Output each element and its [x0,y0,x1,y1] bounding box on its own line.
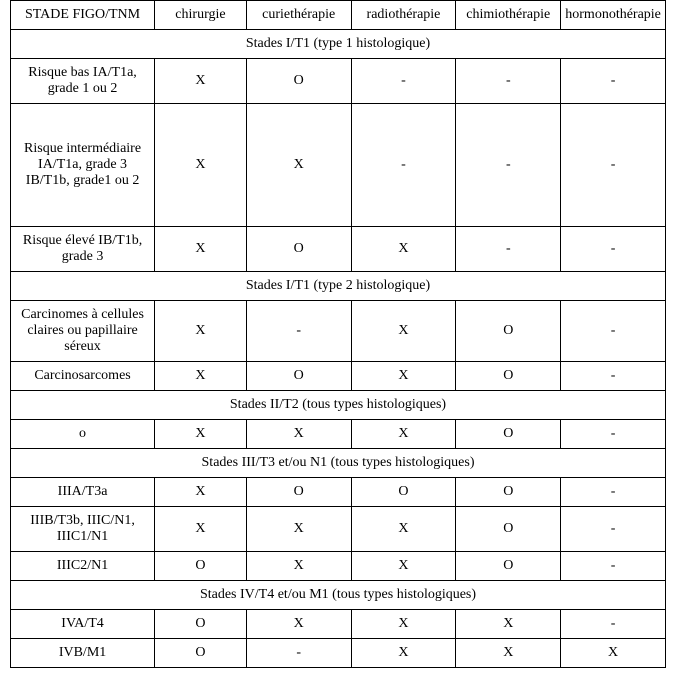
section-title: Stades III/T3 et/ou N1 (tous types histo… [11,449,666,478]
cell: O [456,552,561,581]
cell: - [456,59,561,104]
cell: - [456,227,561,272]
cell: - [561,301,666,362]
cell: O [246,478,351,507]
cell: X [351,227,456,272]
cell: - [351,104,456,227]
cell: X [351,552,456,581]
col-header-chirurgie: chirurgie [155,1,247,30]
row-label: Risque intermédiaire IA/T1a, grade 3 IB/… [11,104,155,227]
cell: X [246,610,351,639]
cell: X [456,639,561,668]
cell: O [155,552,247,581]
page: STADE FIGO/TNM chirurgie curiethérapie r… [0,0,676,697]
cell: X [246,552,351,581]
section-title: Stades IV/T4 et/ou M1 (tous types histol… [11,581,666,610]
cell: - [561,610,666,639]
cell: - [561,362,666,391]
col-header-hormonotherapie: hormonothérapie [561,1,666,30]
row-label: Risque bas IA/T1a, grade 1 ou 2 [11,59,155,104]
cell: - [456,104,561,227]
cell: X [351,362,456,391]
cell: O [456,507,561,552]
cell: X [155,227,247,272]
row-label: IVB/M1 [11,639,155,668]
cell: O [456,362,561,391]
section-row: Stades IV/T4 et/ou M1 (tous types histol… [11,581,666,610]
col-header-chimiotherapie: chimiothérapie [456,1,561,30]
cell: X [351,507,456,552]
cell: X [155,59,247,104]
section-title: Stades I/T1 (type 1 histologique) [11,30,666,59]
cell: X [351,610,456,639]
cell: O [155,610,247,639]
cell: O [456,301,561,362]
table-row: IVB/M1 O - X X X [11,639,666,668]
cell: X [351,639,456,668]
cell: - [561,59,666,104]
table-row: IIIB/T3b, IIIC/N1, IIIC1/N1 X X X O - [11,507,666,552]
row-label: o [11,420,155,449]
table-row: Risque élevé IB/T1b, grade 3 X O X - - [11,227,666,272]
cell: - [561,104,666,227]
row-label: Carcinomes à cellules claires ou papilla… [11,301,155,362]
cell: X [351,301,456,362]
table-row: IIIA/T3a X O O O - [11,478,666,507]
section-row: Stades III/T3 et/ou N1 (tous types histo… [11,449,666,478]
section-row: Stades I/T1 (type 2 histologique) [11,272,666,301]
cell: X [155,104,247,227]
cell: X [246,507,351,552]
cell: - [351,59,456,104]
cell: - [561,478,666,507]
treatment-table: STADE FIGO/TNM chirurgie curiethérapie r… [10,0,666,668]
cell: X [561,639,666,668]
cell: X [351,420,456,449]
cell: X [155,507,247,552]
table-row: Risque bas IA/T1a, grade 1 ou 2 X O - - … [11,59,666,104]
cell: - [561,552,666,581]
cell: O [351,478,456,507]
table-row: Carcinosarcomes X O X O - [11,362,666,391]
cell: - [246,639,351,668]
table-row: Risque intermédiaire IA/T1a, grade 3 IB/… [11,104,666,227]
table-row: o X X X O - [11,420,666,449]
cell: X [456,610,561,639]
col-header-stage: STADE FIGO/TNM [11,1,155,30]
cell: - [561,420,666,449]
cell: - [561,227,666,272]
cell: X [246,420,351,449]
cell: - [561,507,666,552]
cell: O [155,639,247,668]
table-row: IIIC2/N1 O X X O - [11,552,666,581]
col-header-curietherapie: curiethérapie [246,1,351,30]
cell: X [155,478,247,507]
cell: X [246,104,351,227]
section-row: Stades I/T1 (type 1 histologique) [11,30,666,59]
row-label: IVA/T4 [11,610,155,639]
cell: X [155,420,247,449]
cell: O [456,478,561,507]
row-label: IIIC2/N1 [11,552,155,581]
cell: X [155,301,247,362]
section-row: Stades II/T2 (tous types histologiques) [11,391,666,420]
col-header-radiotherapie: radiothérapie [351,1,456,30]
cell: O [246,362,351,391]
table-header-row: STADE FIGO/TNM chirurgie curiethérapie r… [11,1,666,30]
cell: O [246,59,351,104]
cell: - [246,301,351,362]
cell: X [155,362,247,391]
cell: O [246,227,351,272]
row-label: Carcinosarcomes [11,362,155,391]
section-title: Stades II/T2 (tous types histologiques) [11,391,666,420]
section-title: Stades I/T1 (type 2 histologique) [11,272,666,301]
row-label: IIIB/T3b, IIIC/N1, IIIC1/N1 [11,507,155,552]
table-row: Carcinomes à cellules claires ou papilla… [11,301,666,362]
row-label: IIIA/T3a [11,478,155,507]
table-row: IVA/T4 O X X X - [11,610,666,639]
row-label: Risque élevé IB/T1b, grade 3 [11,227,155,272]
cell: O [456,420,561,449]
